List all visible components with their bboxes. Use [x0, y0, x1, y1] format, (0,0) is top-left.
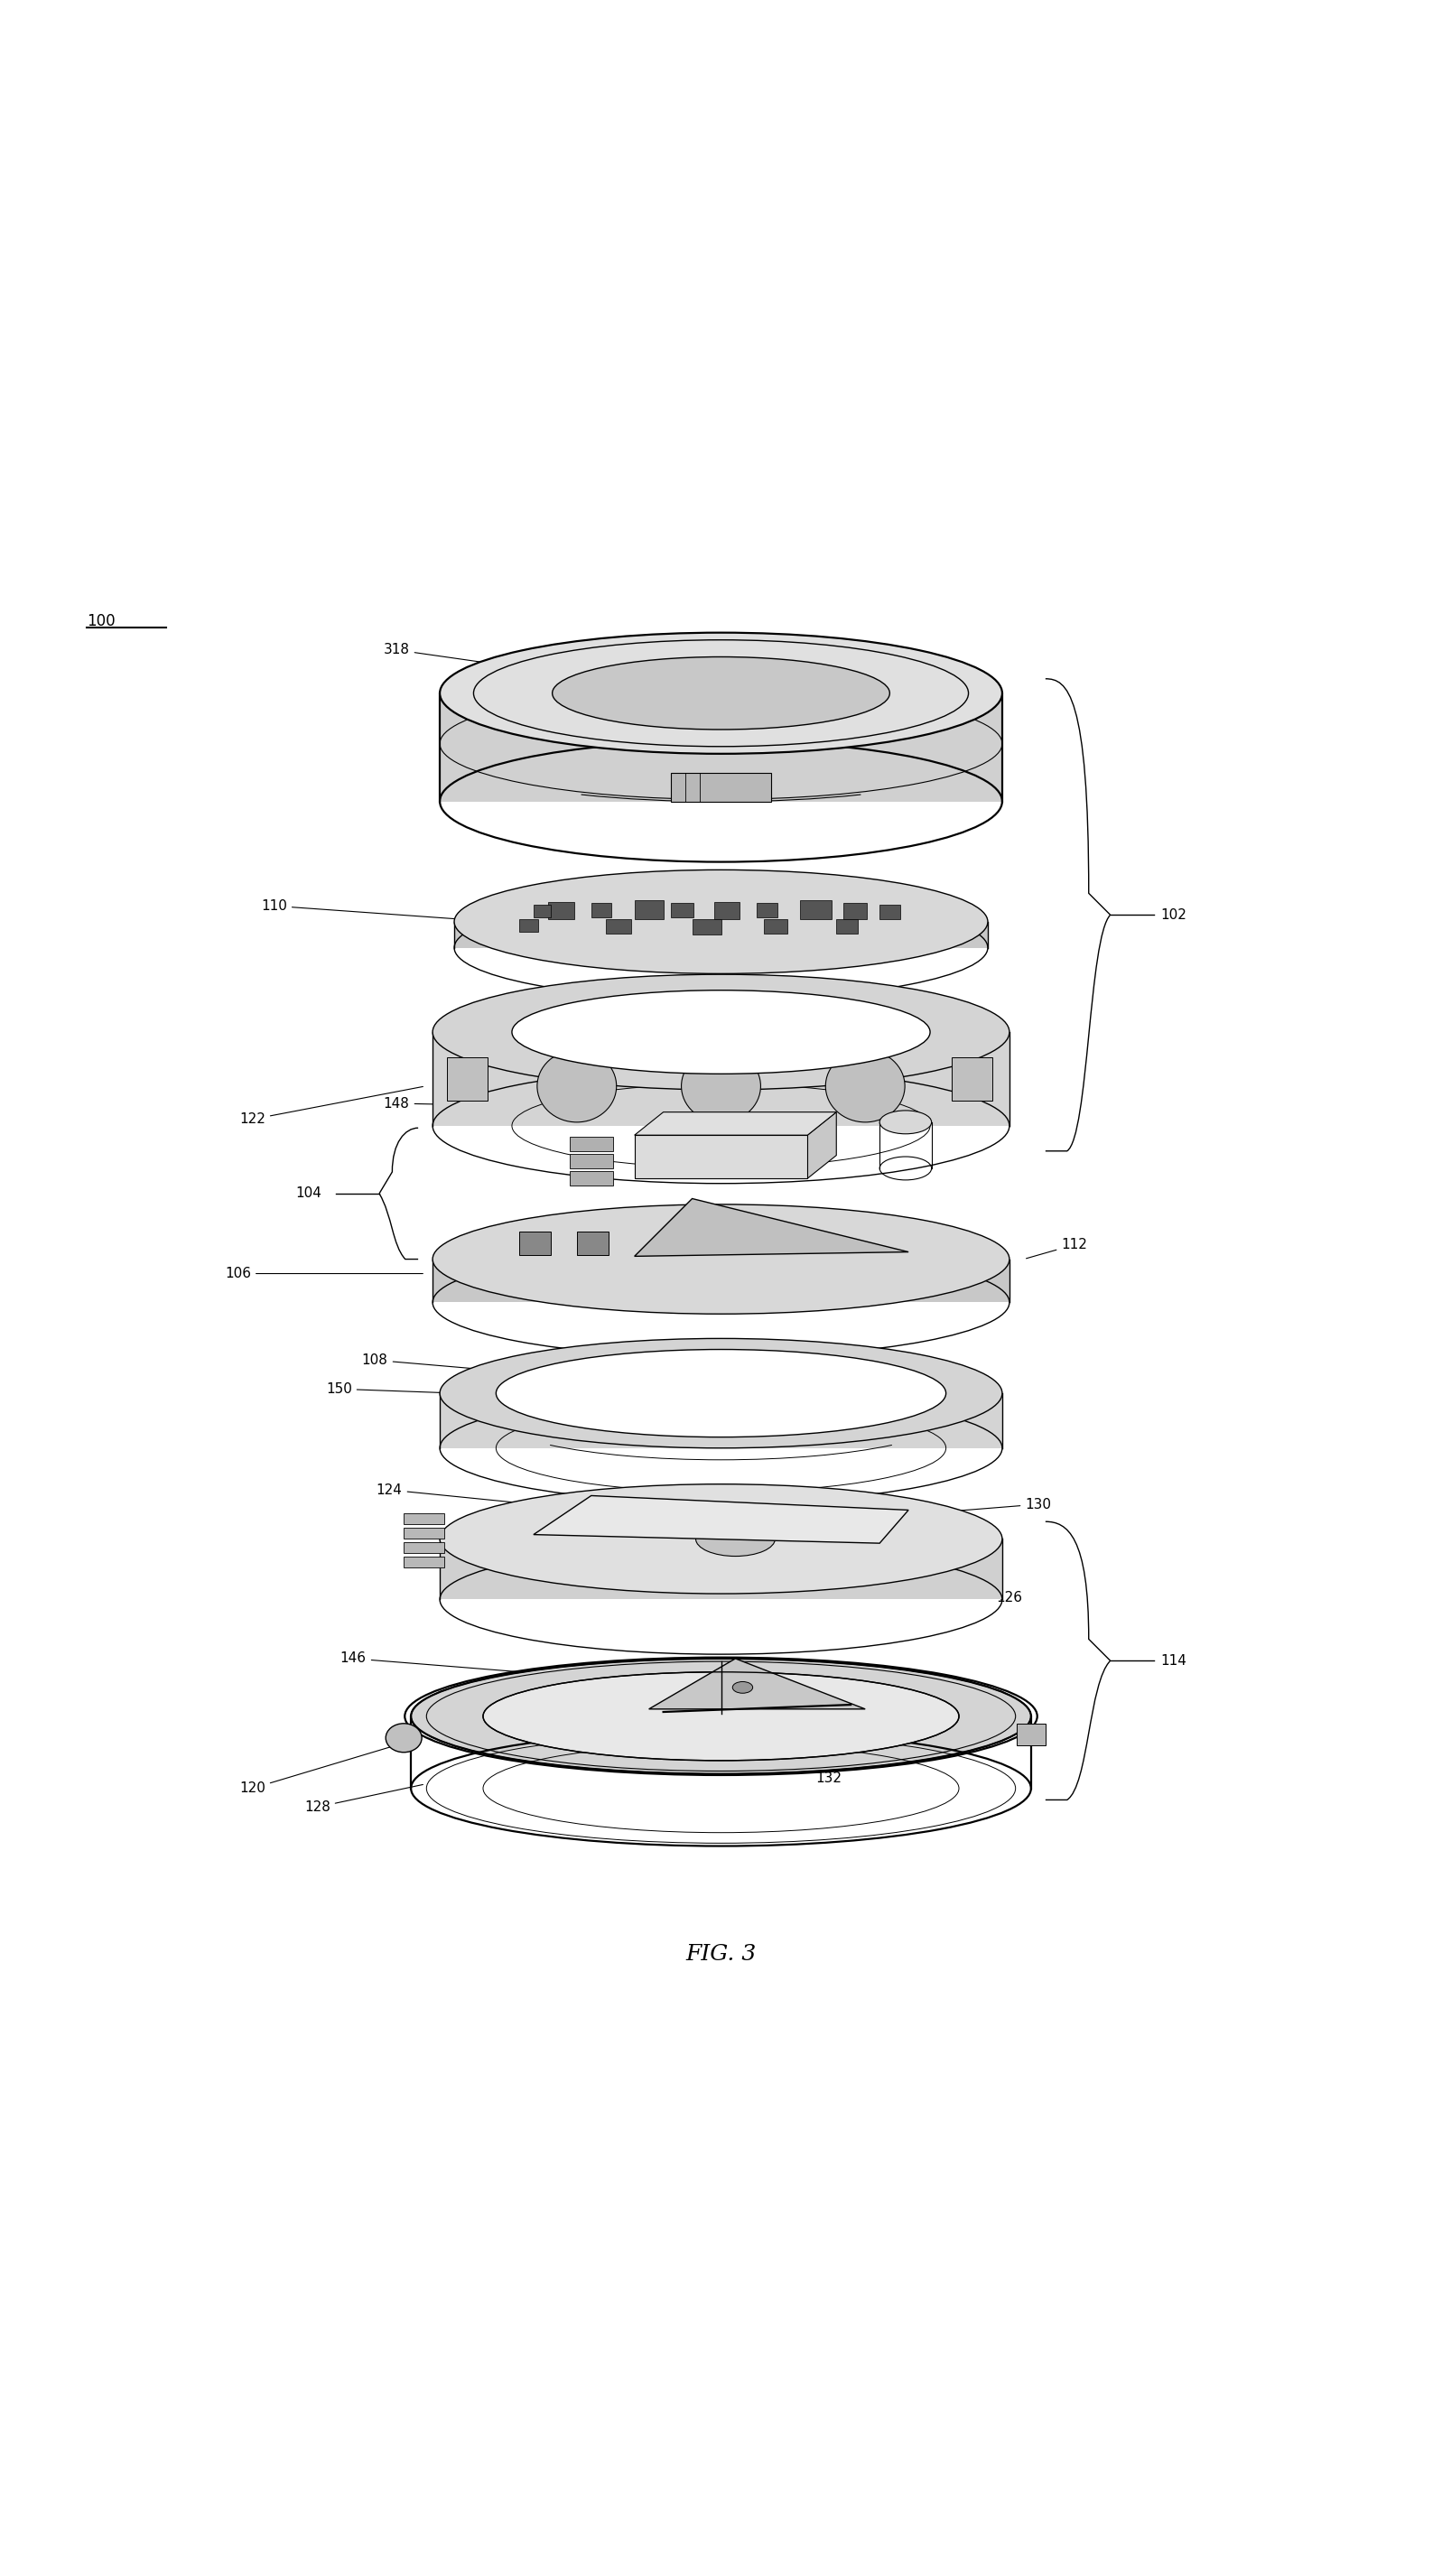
Polygon shape — [440, 1538, 1002, 1600]
FancyBboxPatch shape — [1017, 1723, 1045, 1744]
Text: 146: 146 — [340, 1651, 675, 1685]
Ellipse shape — [440, 1340, 1002, 1448]
Ellipse shape — [552, 657, 890, 729]
Text: 100: 100 — [87, 613, 115, 629]
FancyBboxPatch shape — [519, 1231, 551, 1255]
FancyBboxPatch shape — [844, 904, 867, 920]
FancyBboxPatch shape — [447, 1056, 487, 1100]
Ellipse shape — [440, 1484, 1002, 1595]
FancyBboxPatch shape — [577, 1231, 609, 1255]
FancyBboxPatch shape — [591, 904, 611, 917]
Ellipse shape — [536, 1051, 617, 1123]
Ellipse shape — [525, 1386, 548, 1396]
FancyBboxPatch shape — [764, 920, 787, 933]
Text: 110: 110 — [261, 899, 574, 927]
Text: 112: 112 — [1027, 1239, 1087, 1260]
Polygon shape — [808, 1113, 836, 1177]
Ellipse shape — [880, 1110, 932, 1133]
FancyBboxPatch shape — [570, 1172, 613, 1185]
Text: 104: 104 — [296, 1188, 322, 1200]
Text: 106: 106 — [225, 1267, 423, 1280]
Polygon shape — [649, 1659, 865, 1708]
Polygon shape — [433, 1033, 1009, 1126]
Ellipse shape — [440, 634, 1002, 755]
FancyBboxPatch shape — [836, 920, 858, 933]
Ellipse shape — [695, 1522, 776, 1556]
Ellipse shape — [483, 1672, 959, 1759]
Ellipse shape — [681, 1051, 761, 1123]
FancyBboxPatch shape — [570, 1154, 613, 1170]
Polygon shape — [440, 1394, 1002, 1448]
Ellipse shape — [532, 1386, 561, 1399]
FancyBboxPatch shape — [548, 902, 574, 920]
Text: 102: 102 — [1161, 909, 1187, 922]
Ellipse shape — [411, 1659, 1031, 1775]
Text: 128: 128 — [304, 1785, 423, 1814]
Text: 150: 150 — [326, 1383, 574, 1399]
Text: 126: 126 — [989, 1582, 1022, 1605]
Text: 130: 130 — [825, 1497, 1051, 1522]
Polygon shape — [433, 1260, 1009, 1303]
FancyBboxPatch shape — [404, 1543, 444, 1553]
FancyBboxPatch shape — [685, 1002, 757, 1030]
FancyBboxPatch shape — [404, 1528, 444, 1538]
Polygon shape — [534, 1497, 908, 1543]
FancyBboxPatch shape — [757, 904, 777, 917]
FancyBboxPatch shape — [519, 920, 538, 933]
Text: 148: 148 — [384, 1097, 689, 1110]
Ellipse shape — [454, 871, 988, 974]
FancyBboxPatch shape — [800, 899, 832, 920]
Text: 114: 114 — [1161, 1654, 1187, 1667]
Text: 318: 318 — [384, 644, 646, 685]
Ellipse shape — [385, 1723, 421, 1752]
FancyBboxPatch shape — [671, 773, 771, 801]
FancyBboxPatch shape — [404, 1556, 444, 1569]
Polygon shape — [634, 1136, 808, 1177]
Text: 108: 108 — [362, 1352, 675, 1386]
Ellipse shape — [557, 1383, 597, 1401]
FancyBboxPatch shape — [671, 904, 694, 917]
Ellipse shape — [542, 1383, 577, 1399]
Polygon shape — [454, 922, 988, 948]
FancyBboxPatch shape — [570, 1136, 613, 1151]
Ellipse shape — [825, 1051, 906, 1123]
FancyBboxPatch shape — [808, 1376, 839, 1399]
Ellipse shape — [433, 1206, 1009, 1314]
FancyBboxPatch shape — [952, 1056, 992, 1100]
FancyBboxPatch shape — [404, 1512, 444, 1525]
Text: 120: 120 — [239, 1747, 394, 1795]
Polygon shape — [440, 693, 1002, 801]
FancyBboxPatch shape — [534, 904, 551, 917]
Ellipse shape — [512, 989, 930, 1074]
FancyBboxPatch shape — [714, 902, 740, 920]
FancyBboxPatch shape — [692, 920, 721, 935]
Polygon shape — [634, 1198, 908, 1257]
Text: 132: 132 — [780, 1710, 842, 1785]
Ellipse shape — [433, 974, 1009, 1090]
FancyBboxPatch shape — [634, 899, 663, 920]
FancyBboxPatch shape — [606, 920, 632, 933]
FancyBboxPatch shape — [880, 904, 900, 920]
Polygon shape — [634, 1113, 836, 1136]
Text: 124: 124 — [376, 1484, 617, 1512]
Text: 122: 122 — [239, 1087, 423, 1126]
Text: FIG. 3: FIG. 3 — [686, 1945, 756, 1965]
Ellipse shape — [496, 1350, 946, 1437]
Ellipse shape — [733, 1682, 753, 1692]
